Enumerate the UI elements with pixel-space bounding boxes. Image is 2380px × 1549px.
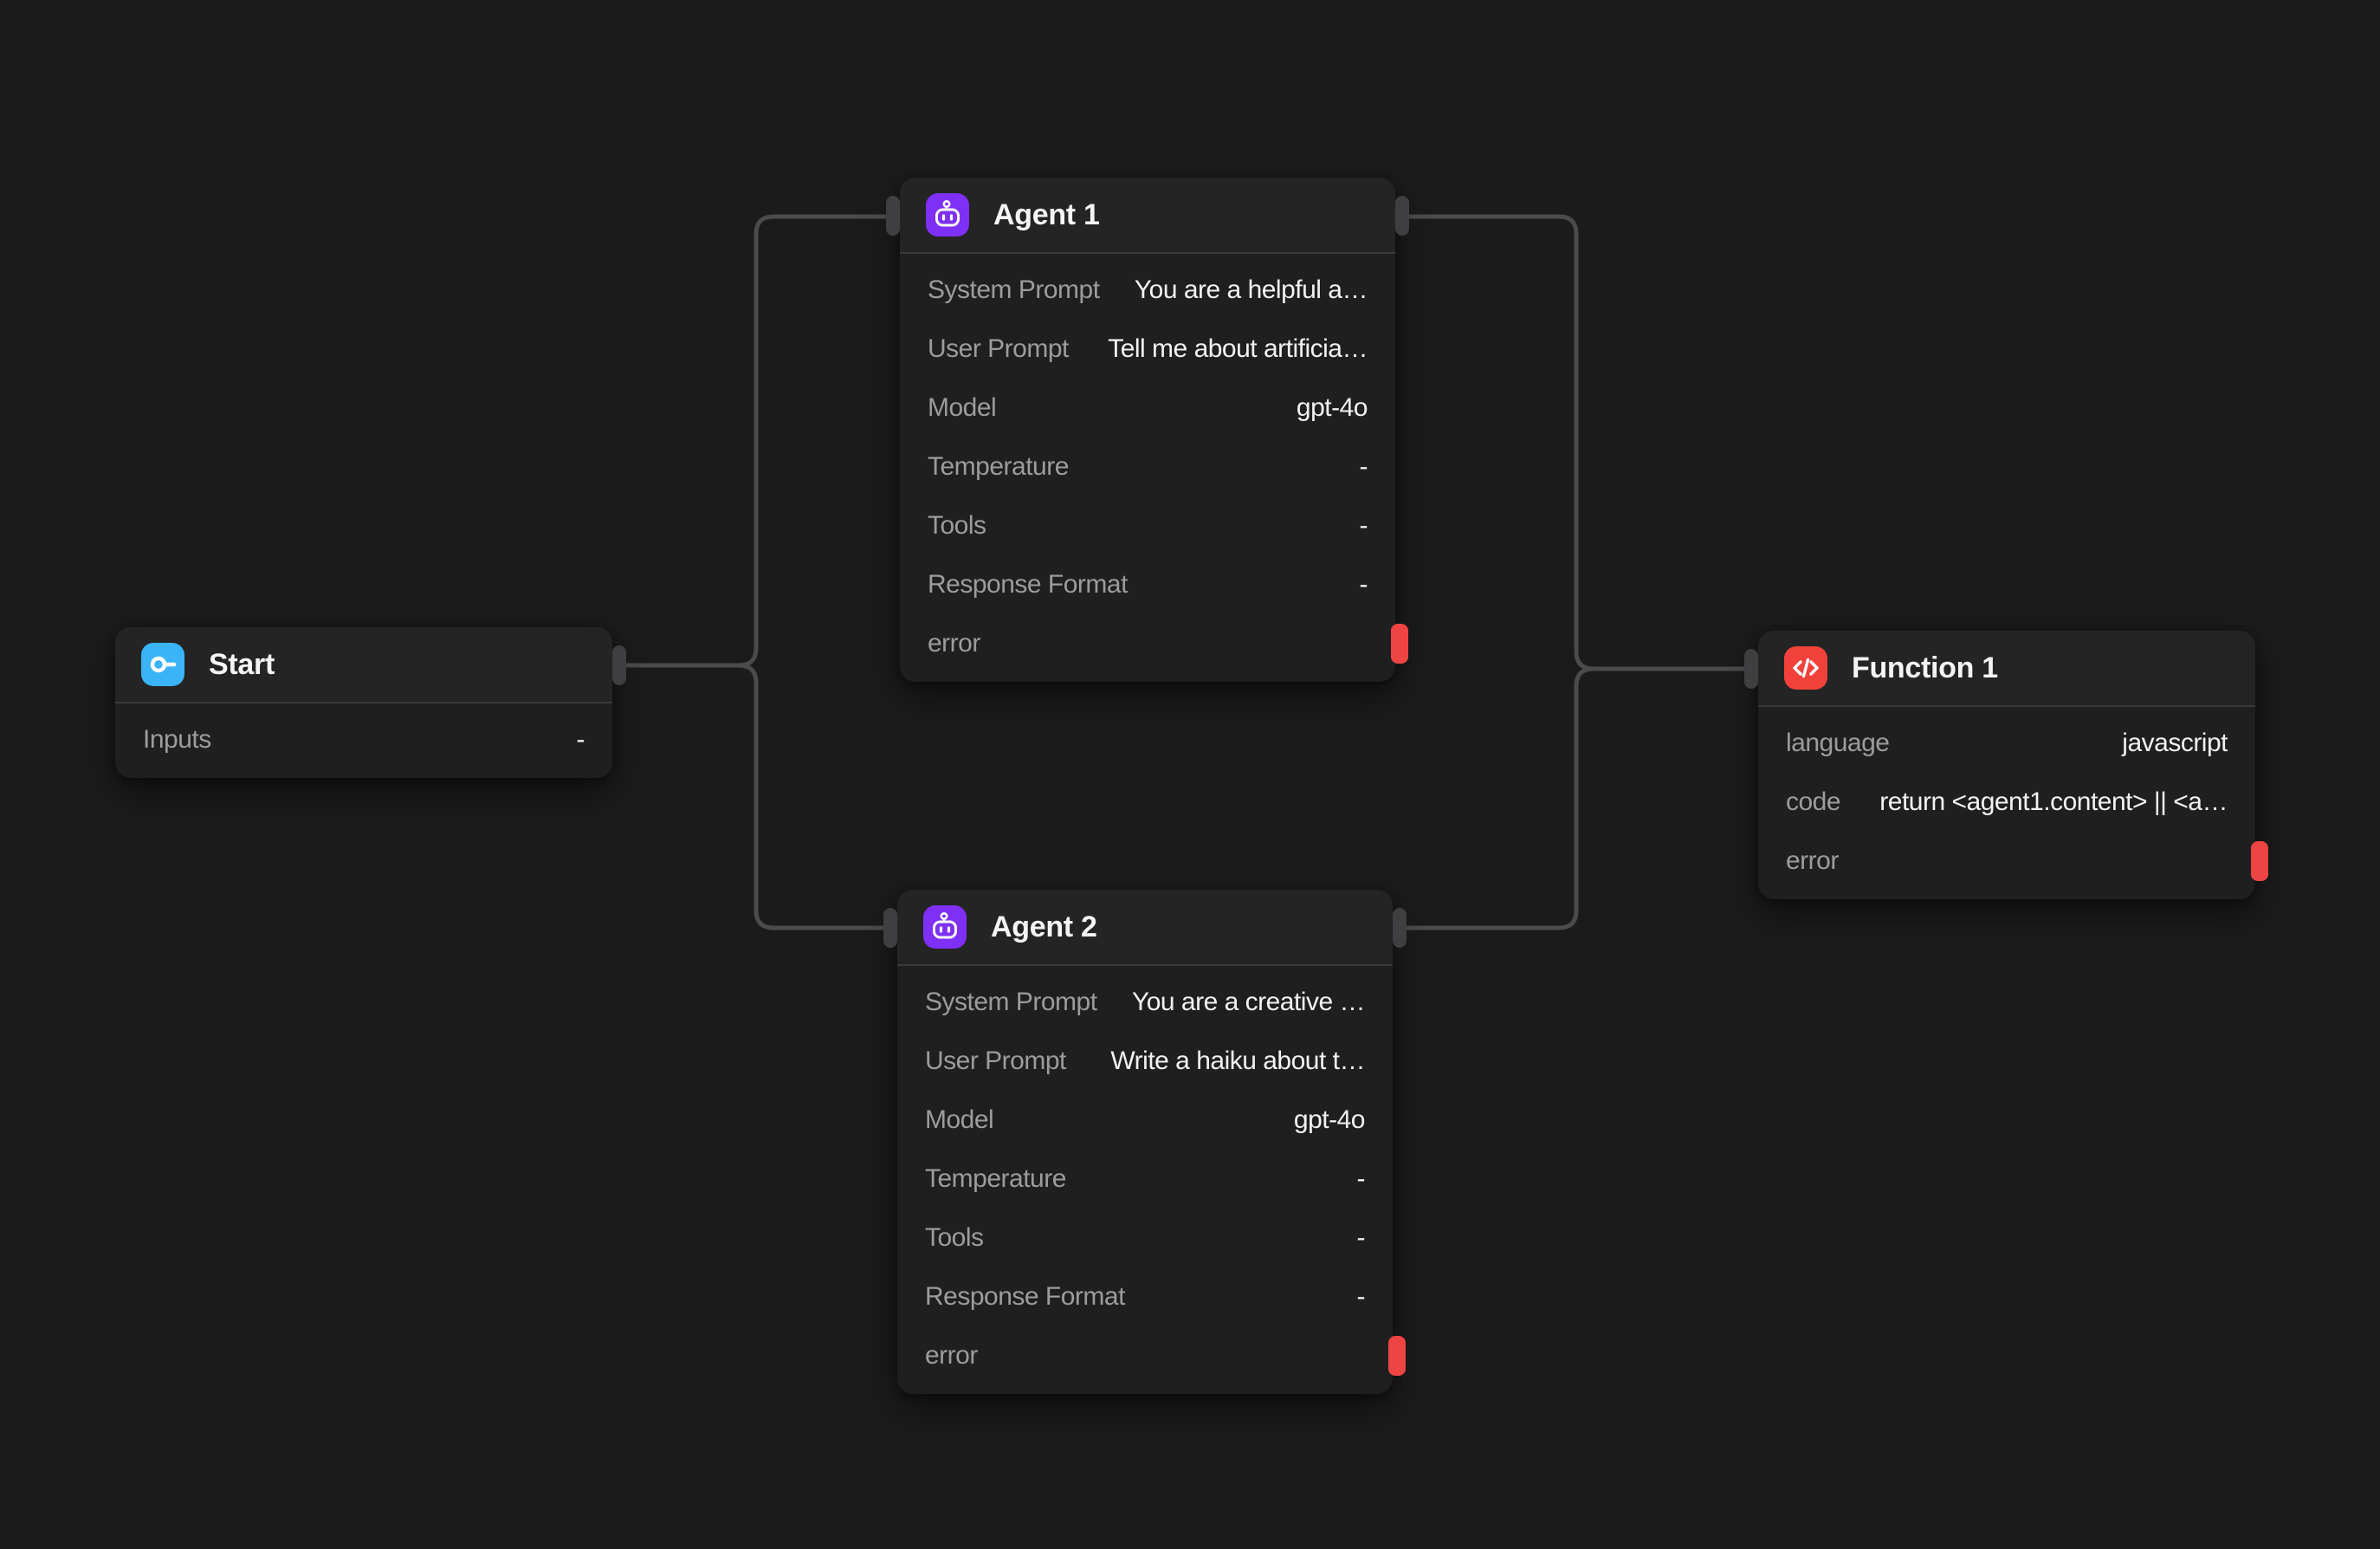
row-error: error <box>1758 832 2268 891</box>
row-value: - <box>1359 511 1368 540</box>
node-agent1-header[interactable]: Agent 1 <box>886 178 1409 254</box>
row-value: - <box>1356 1164 1366 1193</box>
row-language: language javascript <box>1758 714 2255 773</box>
row-user-prompt: User Prompt Write a haiku about t… <box>897 1032 1393 1091</box>
node-start[interactable]: Start Inputs - <box>115 627 626 778</box>
row-model: Model gpt-4o <box>900 379 1395 437</box>
row-tools: Tools - <box>900 496 1395 555</box>
start-icon <box>141 643 184 686</box>
row-error: error <box>900 614 1408 673</box>
agent2-error-handle[interactable] <box>1388 1336 1406 1376</box>
row-inputs: Inputs - <box>115 710 612 769</box>
row-label: Model <box>928 393 997 422</box>
row-label: User Prompt <box>928 334 1069 363</box>
node-agent1[interactable]: Agent 1 System Prompt You are a helpful … <box>886 178 1409 682</box>
row-model: Model gpt-4o <box>897 1091 1393 1150</box>
node-title: Agent 1 <box>993 198 1100 231</box>
row-label: error <box>925 1341 978 1370</box>
row-label: Response Format <box>925 1282 1125 1311</box>
row-label: Model <box>925 1105 994 1134</box>
row-label: error <box>1786 846 1839 875</box>
row-value: gpt-4o <box>1293 1105 1365 1134</box>
row-label: error <box>928 629 980 658</box>
agent1-error-handle[interactable] <box>1391 624 1408 664</box>
agent2-output-handle[interactable] <box>1393 908 1407 948</box>
row-label: Inputs <box>143 725 211 754</box>
row-value: - <box>576 725 585 754</box>
node-title: Function 1 <box>1852 651 1998 684</box>
row-value: - <box>1356 1282 1366 1311</box>
node-title: Agent 2 <box>991 910 1097 943</box>
function1-error-handle[interactable] <box>2251 841 2268 881</box>
agent1-input-handle[interactable] <box>886 196 900 236</box>
edge-start-agent2[interactable] <box>623 663 886 930</box>
robot-icon <box>926 193 969 237</box>
row-value: - <box>1359 570 1368 599</box>
row-label: Temperature <box>928 452 1069 481</box>
row-label: Tools <box>925 1223 984 1252</box>
row-value: Tell me about artificia… <box>1108 334 1368 363</box>
row-value: You are a helpful a… <box>1134 275 1368 304</box>
row-value: javascript <box>2122 729 2228 757</box>
row-code: code return <agent1.content> || <a… <box>1758 773 2255 832</box>
row-label: System Prompt <box>925 988 1097 1016</box>
row-value: Write a haiku about t… <box>1110 1047 1365 1075</box>
code-icon <box>1784 646 1827 690</box>
row-user-prompt: User Prompt Tell me about artificia… <box>900 320 1395 379</box>
row-system-prompt: System Prompt You are a creative … <box>897 973 1393 1032</box>
node-function1[interactable]: Function 1 language javascript code retu… <box>1744 631 2268 899</box>
row-value: return <agent1.content> || <a… <box>1879 787 2228 816</box>
node-agent2-header[interactable]: Agent 2 <box>883 890 1407 966</box>
edge-start-agent1[interactable] <box>623 214 889 668</box>
row-label: code <box>1786 787 1841 816</box>
row-value: gpt-4o <box>1296 393 1368 422</box>
agent1-output-handle[interactable] <box>1395 196 1409 236</box>
start-output-handle[interactable] <box>612 645 626 685</box>
node-start-header[interactable]: Start <box>115 627 626 703</box>
row-error: error <box>897 1326 1406 1385</box>
node-title: Start <box>209 647 275 681</box>
row-label: language <box>1786 729 1890 757</box>
row-label: Response Format <box>928 570 1128 599</box>
row-label: User Prompt <box>925 1047 1066 1075</box>
robot-icon <box>923 905 967 949</box>
row-label: Tools <box>928 511 986 540</box>
function1-input-handle[interactable] <box>1744 649 1758 689</box>
edge-agent1-function1[interactable] <box>1407 214 1747 671</box>
row-value: - <box>1359 452 1368 481</box>
row-tools: Tools - <box>897 1209 1393 1267</box>
row-temperature: Temperature - <box>897 1150 1393 1209</box>
row-system-prompt: System Prompt You are a helpful a… <box>900 261 1395 320</box>
edge-agent2-function1[interactable] <box>1404 666 1747 930</box>
agent2-input-handle[interactable] <box>883 908 897 948</box>
row-response-format: Response Format - <box>900 555 1395 614</box>
row-temperature: Temperature - <box>900 437 1395 496</box>
row-response-format: Response Format - <box>897 1267 1393 1326</box>
row-value: - <box>1356 1223 1366 1252</box>
row-label: System Prompt <box>928 275 1100 304</box>
node-function1-header[interactable]: Function 1 <box>1744 631 2255 707</box>
node-agent2[interactable]: Agent 2 System Prompt You are a creative… <box>883 890 1407 1394</box>
row-value: You are a creative … <box>1131 988 1365 1016</box>
row-label: Temperature <box>925 1164 1066 1193</box>
